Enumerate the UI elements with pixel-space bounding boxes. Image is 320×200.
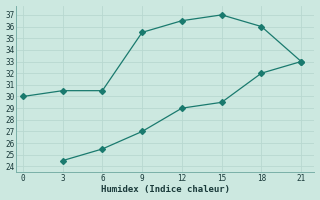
X-axis label: Humidex (Indice chaleur): Humidex (Indice chaleur) bbox=[101, 185, 230, 194]
